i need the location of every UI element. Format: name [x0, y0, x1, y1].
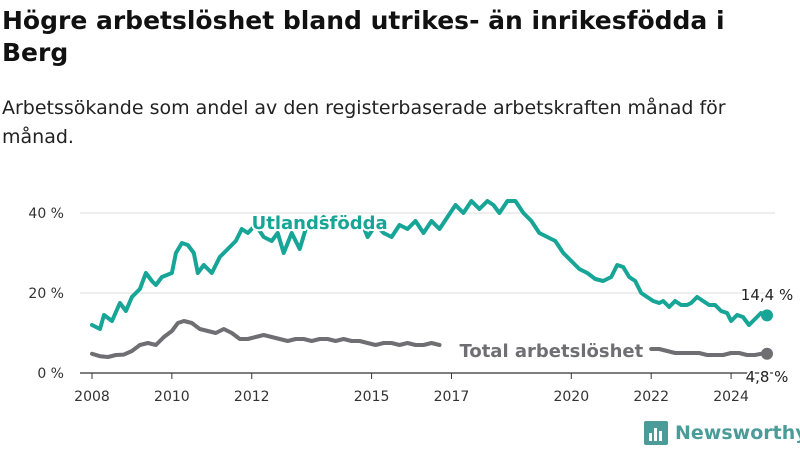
y-tick-label: 40 %: [28, 206, 64, 222]
page-subtitle: Arbetssökande som andel av den registerb…: [2, 97, 726, 148]
x-tick-label: 2020: [553, 389, 589, 405]
series-label-total: Total arbetslöshet: [459, 341, 643, 362]
series-line-total: [90, 319, 442, 359]
x-tick-label: 2024: [713, 389, 749, 405]
x-tick-label: 2010: [154, 389, 190, 405]
y-axis: 0 % 20 % 40 %: [28, 206, 64, 382]
bar-chart-icon: [644, 421, 668, 445]
page-title: Högre arbetslöshet bland utrikes- än inr…: [2, 6, 725, 67]
series-label-utlandsfodda: Utlandsfödda: [252, 213, 388, 234]
end-marker-total: [761, 347, 774, 360]
series-lines: [90, 199, 774, 360]
end-marker-utlandsfodda: [761, 309, 774, 322]
series-line-total: [649, 347, 769, 357]
x-tick-label: 2008: [74, 389, 110, 405]
y-tick-label: 20 %: [28, 286, 64, 302]
x-tick-label: 2012: [234, 389, 270, 405]
newsworthy-logo: Newsworthy: [644, 420, 800, 446]
y-tick-label: 0 %: [37, 366, 64, 382]
brand-name: Newsworthy: [675, 422, 800, 444]
end-value-utlandsfodda: 14,4 %: [741, 286, 793, 304]
x-tick-label: 2017: [434, 389, 470, 405]
x-axis: 2008 2010 2012 2015 2017 2020 2022 2024: [74, 373, 749, 405]
x-tick-label: 2022: [633, 389, 669, 405]
series-line-utlandsfodda: [90, 199, 769, 331]
x-tick-label: 2015: [354, 389, 390, 405]
series-labels: Utlandsfödda Total arbetslöshet 14,4 % 4,8 …: [250, 211, 796, 388]
gridlines: [80, 212, 775, 374]
end-value-total: 4,8 %: [746, 368, 789, 386]
